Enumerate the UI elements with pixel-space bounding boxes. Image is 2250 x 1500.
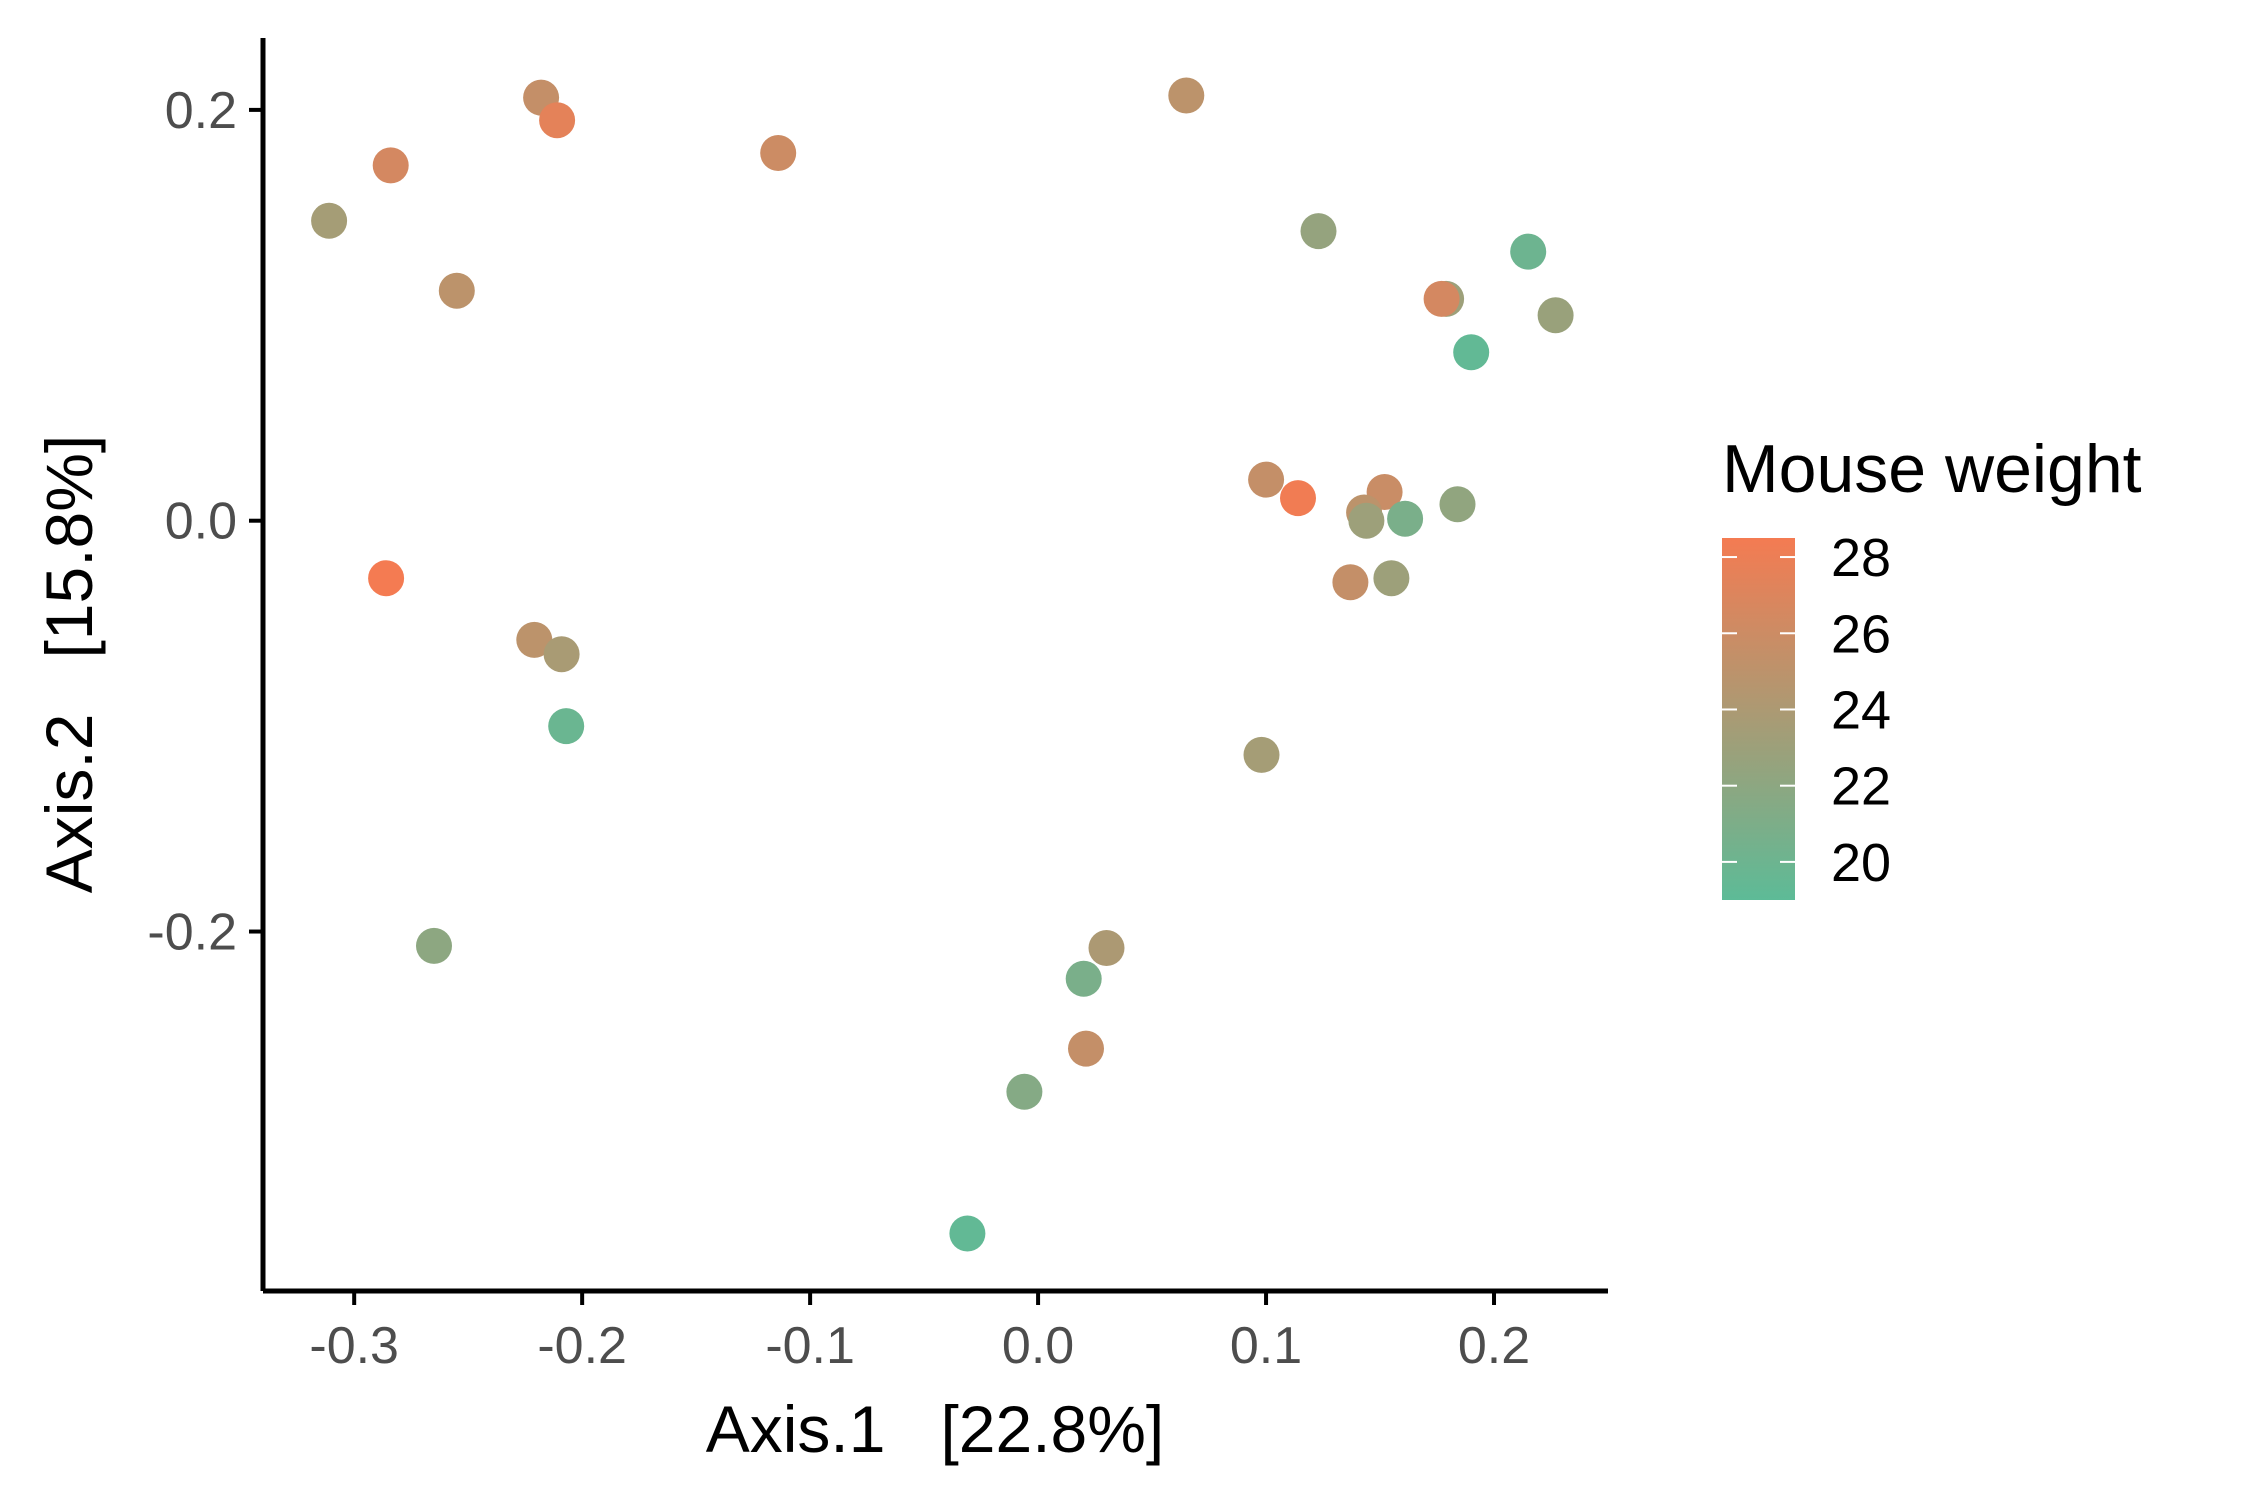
- data-point: [1510, 233, 1547, 270]
- data-point: [1348, 502, 1385, 539]
- legend-label: 24: [1831, 680, 1891, 740]
- x-tick-label: -0.3: [309, 1317, 399, 1375]
- legend-label: 22: [1831, 757, 1891, 817]
- data-point: [438, 272, 475, 309]
- legend-label: 26: [1831, 604, 1891, 664]
- y-axis-title: Axis.2 [15.8%]: [32, 435, 106, 894]
- data-point: [1243, 736, 1280, 773]
- legend-title: Mouse weight: [1722, 431, 2142, 507]
- data-point: [760, 135, 797, 171]
- legend: Mouse weight 28 26 24 22 20: [1722, 431, 2142, 900]
- points-layer: [311, 77, 1574, 1252]
- legend-label: 20: [1831, 833, 1891, 893]
- x-ticks: -0.3 -0.2 -0.1 0.0 0.1 0.2: [309, 1291, 1530, 1375]
- data-point: [368, 560, 405, 597]
- x-tick-label: 0.2: [1458, 1317, 1530, 1375]
- data-point: [1065, 960, 1102, 997]
- x-tick-label: 0.1: [1230, 1317, 1302, 1375]
- data-point: [1006, 1073, 1043, 1110]
- data-point: [543, 636, 580, 673]
- y-ticks: -0.2 0.0 0.2: [147, 82, 263, 962]
- y-tick-label: -0.2: [147, 904, 237, 962]
- data-point: [416, 927, 452, 964]
- data-point: [516, 621, 553, 658]
- x-tick-label: 0.0: [1002, 1317, 1074, 1375]
- data-point: [1373, 560, 1410, 597]
- legend-label: 28: [1831, 528, 1891, 588]
- legend-breaks: 28 26 24 22 20: [1722, 528, 1891, 893]
- data-point: [949, 1215, 986, 1252]
- data-point: [1537, 297, 1574, 334]
- data-point: [1439, 486, 1476, 523]
- data-point: [548, 708, 585, 745]
- data-point: [1248, 461, 1285, 498]
- data-point: [311, 202, 348, 239]
- data-point: [1453, 334, 1490, 371]
- x-tick-label: -0.1: [765, 1317, 855, 1375]
- data-point: [1168, 77, 1205, 114]
- y-tick-label: 0.2: [165, 82, 237, 140]
- y-tick-label: 0.0: [165, 493, 237, 551]
- legend-colorbar: [1722, 538, 1795, 900]
- x-tick-label: -0.2: [537, 1317, 627, 1375]
- data-point: [1280, 480, 1316, 517]
- data-point: [372, 147, 409, 184]
- x-axis-title: Axis.1 [22.8%]: [706, 1392, 1165, 1466]
- data-point: [1300, 213, 1337, 250]
- data-point: [539, 102, 576, 139]
- data-point: [1088, 930, 1125, 966]
- data-point: [1423, 280, 1460, 317]
- data-point: [1068, 1030, 1104, 1067]
- data-point: [1387, 500, 1424, 537]
- data-point: [1332, 564, 1369, 601]
